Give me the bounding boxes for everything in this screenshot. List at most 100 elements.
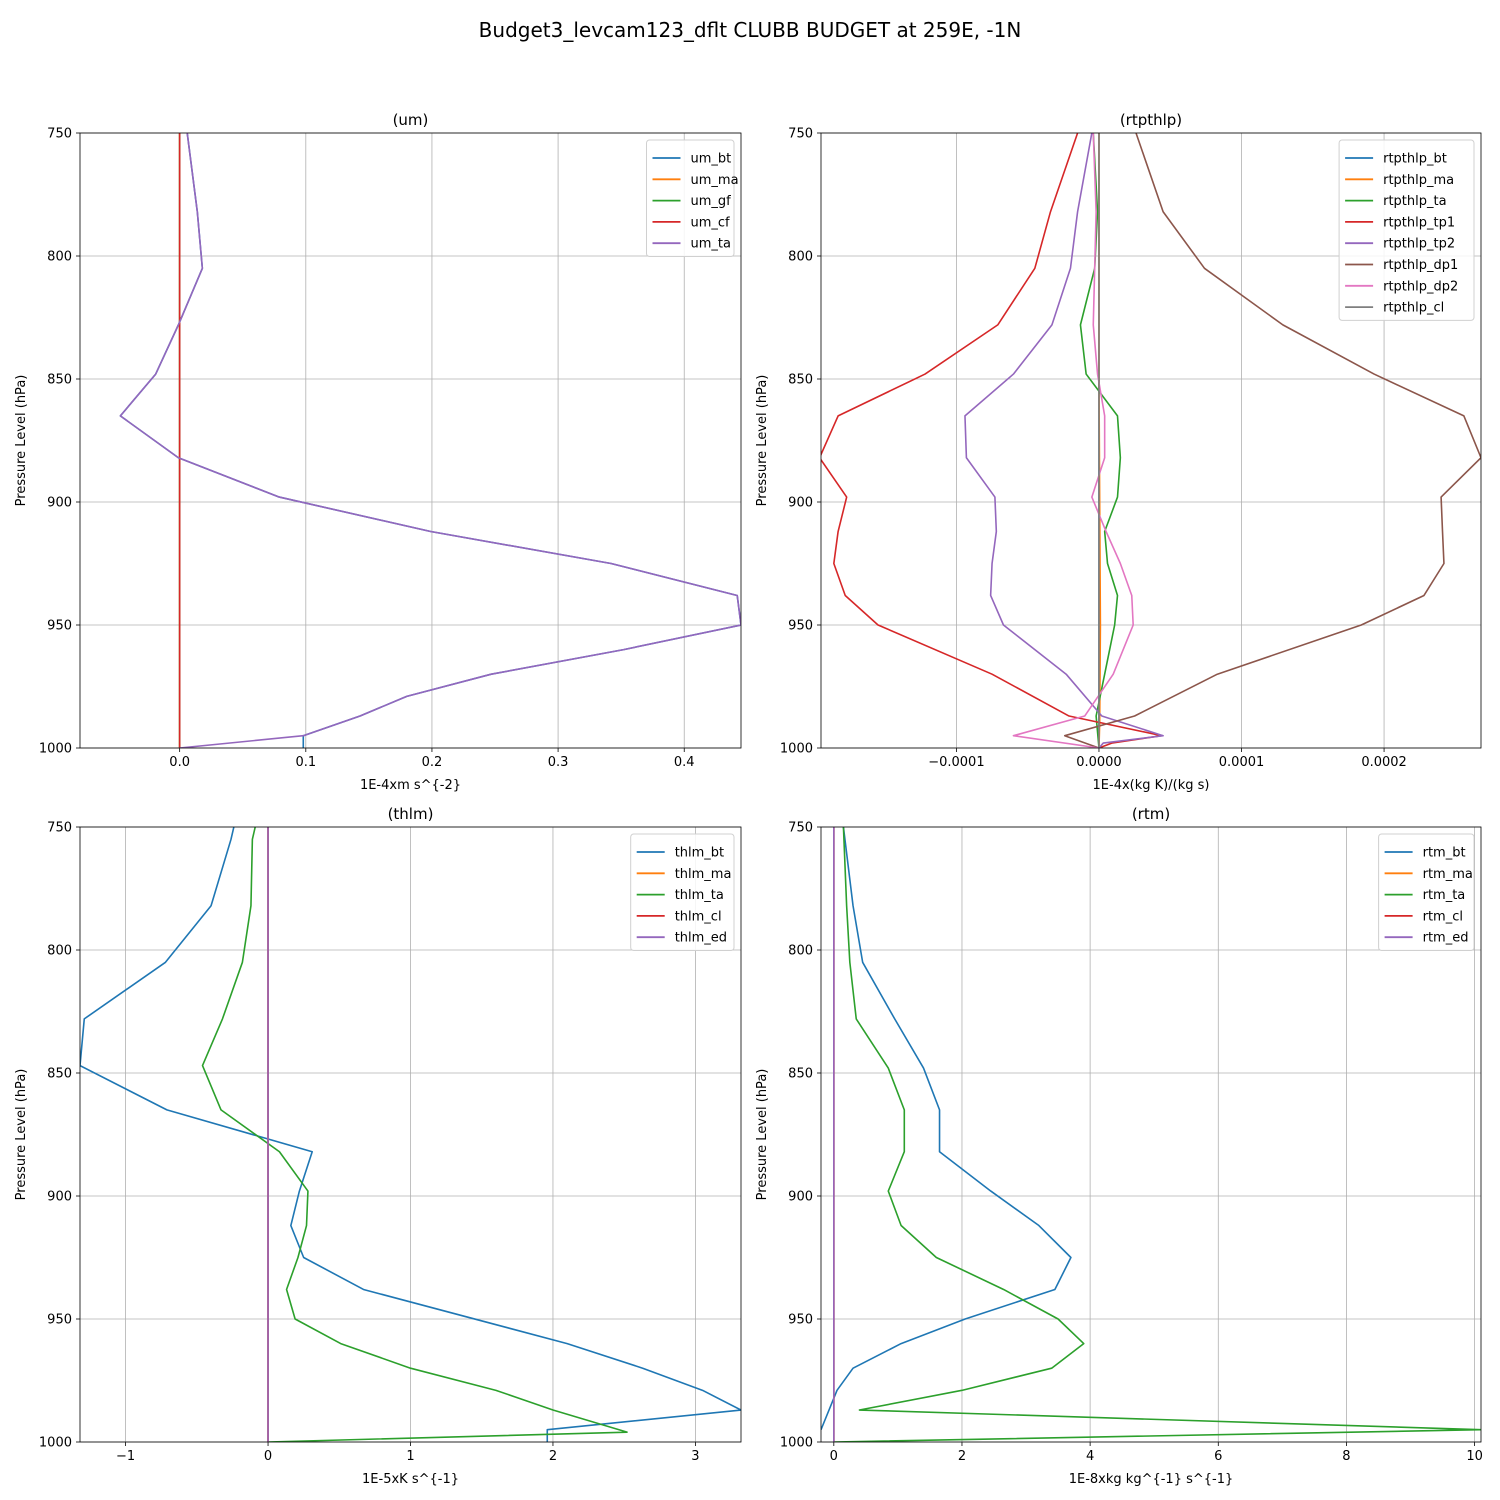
figure-title: Budget3_levcam123_dflt CLUBB BUDGET at 2… <box>479 18 1022 42</box>
plot-frame <box>820 132 1482 749</box>
legend-label: um_cf <box>691 215 731 230</box>
legend-label: rtpthlp_tp1 <box>1383 215 1455 230</box>
y-tick-label: 800 <box>47 250 72 265</box>
x-tick-label: 10 <box>1466 1449 1483 1464</box>
y-tick-label: 1000 <box>780 742 813 757</box>
legend-label: rtpthlp_cl <box>1383 301 1444 316</box>
x-tick-label: 8 <box>1342 1449 1350 1464</box>
panel-title: (um) <box>393 111 429 129</box>
series-lines <box>821 133 1481 748</box>
series-lines <box>821 827 1481 1442</box>
y-tick-label: 750 <box>788 821 813 836</box>
x-tick-label: 0.1 <box>295 755 316 770</box>
panel-title: (thlm) <box>388 805 434 823</box>
series-lines <box>80 827 741 1442</box>
series-line-thlm_bt <box>80 827 741 1442</box>
y-tick-label: 900 <box>788 496 813 511</box>
panel-title: (rtm) <box>1132 805 1170 823</box>
y-axis-label: Pressure Level (hPa) <box>755 1069 770 1201</box>
y-axis-label: Pressure Level (hPa) <box>14 375 29 507</box>
x-axis-label: 1E-4x(kg K)/(kg s) <box>1093 778 1210 793</box>
x-tick-label: 0 <box>830 1449 838 1464</box>
y-tick-label: 850 <box>788 1067 813 1082</box>
y-tick-label: 1000 <box>39 742 72 757</box>
legend-label: rtm_cl <box>1423 909 1463 924</box>
x-axis-label: 1E-8xkg kg^{-1} s^{-1} <box>1069 1472 1234 1487</box>
series-line-rtm_bt <box>821 827 1072 1431</box>
y-tick-label: 800 <box>788 944 813 959</box>
series-lines <box>119 133 741 748</box>
series-line-rtpthlp_tp2 <box>964 133 1164 748</box>
chart-panel-1: −0.0001 0.0000 0.0001 0.0002 750 800 850 900 950… <box>755 111 1482 793</box>
series-line-rtpthlp_dp2 <box>1012 133 1134 748</box>
series-line-rtpthlp_ta <box>1079 133 1122 748</box>
legend-label: rtpthlp_ta <box>1383 194 1446 209</box>
legend-label: rtpthlp_ma <box>1383 173 1454 188</box>
legend-label: rtm_bt <box>1423 846 1466 861</box>
y-tick-label: 1000 <box>39 1436 72 1451</box>
legend-label: thlm_ma <box>675 867 732 882</box>
chart-panel-2: −1 0 1 2 3 750 800 850 900 950 1000 (thlm) 1E-5xK s^… <box>14 805 742 1487</box>
x-axis-label: 1E-4xm s^{-2} <box>360 778 461 793</box>
legend-label: thlm_ta <box>675 888 724 903</box>
y-tick-label: 950 <box>47 1313 72 1328</box>
y-axis-label: Pressure Level (hPa) <box>14 1069 29 1201</box>
legend-box <box>1378 833 1475 951</box>
x-tick-label: 2 <box>958 1449 966 1464</box>
series-line-rtpthlp_dp1 <box>1063 133 1481 748</box>
y-tick-label: 750 <box>47 127 72 142</box>
x-tick-label: 0.2 <box>422 755 443 770</box>
legend-label: rtm_ma <box>1423 867 1473 882</box>
x-tick-label: 2 <box>549 1449 557 1464</box>
y-tick-label: 950 <box>788 1313 813 1328</box>
legend-label: thlm_cl <box>675 909 722 924</box>
y-tick-label: 1000 <box>780 1436 813 1451</box>
x-tick-label: −0.0001 <box>928 755 984 770</box>
legend: rtm_bt rtm_ma rtm_ta rtm_cl rtm_ed <box>1378 833 1475 951</box>
y-tick-label: 900 <box>788 1190 813 1205</box>
x-tick-label: 0.0002 <box>1361 755 1407 770</box>
legend-box <box>646 139 735 257</box>
series-line-thlm_ta <box>201 827 628 1442</box>
y-tick-label: 850 <box>47 373 72 388</box>
legend: um_bt um_ma um_gf um_cf um_ta <box>646 139 739 257</box>
panels: 0.0 0.1 0.2 0.3 0.47508008509009501000(um)1E… <box>14 111 1483 1487</box>
legend-label: um_ta <box>691 237 731 252</box>
y-axis-label: Pressure Level (hPa) <box>755 375 770 507</box>
legend-label: thlm_bt <box>675 846 724 861</box>
y-tick-label: 750 <box>788 127 813 142</box>
x-tick-label: 6 <box>1214 1449 1222 1464</box>
legend-label: um_bt <box>691 152 732 167</box>
legend-label: rtpthlp_dp1 <box>1383 258 1458 273</box>
y-tick-label: 850 <box>47 1067 72 1082</box>
legend-label: thlm_ed <box>675 931 727 946</box>
x-tick-label: 0.0001 <box>1219 755 1265 770</box>
panel-title: (rtpthlp) <box>1120 111 1182 129</box>
legend-label: um_gf <box>691 194 732 209</box>
x-tick-label: 0.4 <box>674 755 695 770</box>
legend-box <box>630 833 735 951</box>
chart-panel-0: 0.0 0.1 0.2 0.3 0.4 750 800 850 900 950 1000 (um) 1E… <box>14 111 742 793</box>
y-tick-label: 850 <box>788 373 813 388</box>
x-tick-label: 0 <box>264 1449 272 1464</box>
x-tick-label: 1 <box>406 1449 414 1464</box>
plot-frame <box>820 826 1482 1443</box>
x-tick-label: 4 <box>1086 1449 1094 1464</box>
x-tick-label: −1 <box>116 1449 135 1464</box>
plot-frame <box>79 132 742 749</box>
y-tick-label: 800 <box>788 250 813 265</box>
y-tick-label: 950 <box>47 619 72 634</box>
x-tick-label: 0.0 <box>169 755 190 770</box>
legend-label: rtpthlp_tp2 <box>1383 237 1455 252</box>
y-tick-label: 950 <box>788 619 813 634</box>
x-axis-label: 1E-5xK s^{-1} <box>362 1472 459 1487</box>
y-tick-label: 900 <box>47 1190 72 1205</box>
series-line-rtm_ta <box>833 827 1481 1442</box>
legend-label: rtm_ed <box>1423 931 1469 946</box>
y-tick-label: 750 <box>47 821 72 836</box>
series-line-rtpthlp_tp1 <box>821 133 1163 748</box>
legend-label: rtpthlp_bt <box>1383 152 1447 167</box>
legend-label: um_ma <box>691 173 739 188</box>
legend-label: rtpthlp_dp2 <box>1383 279 1458 294</box>
